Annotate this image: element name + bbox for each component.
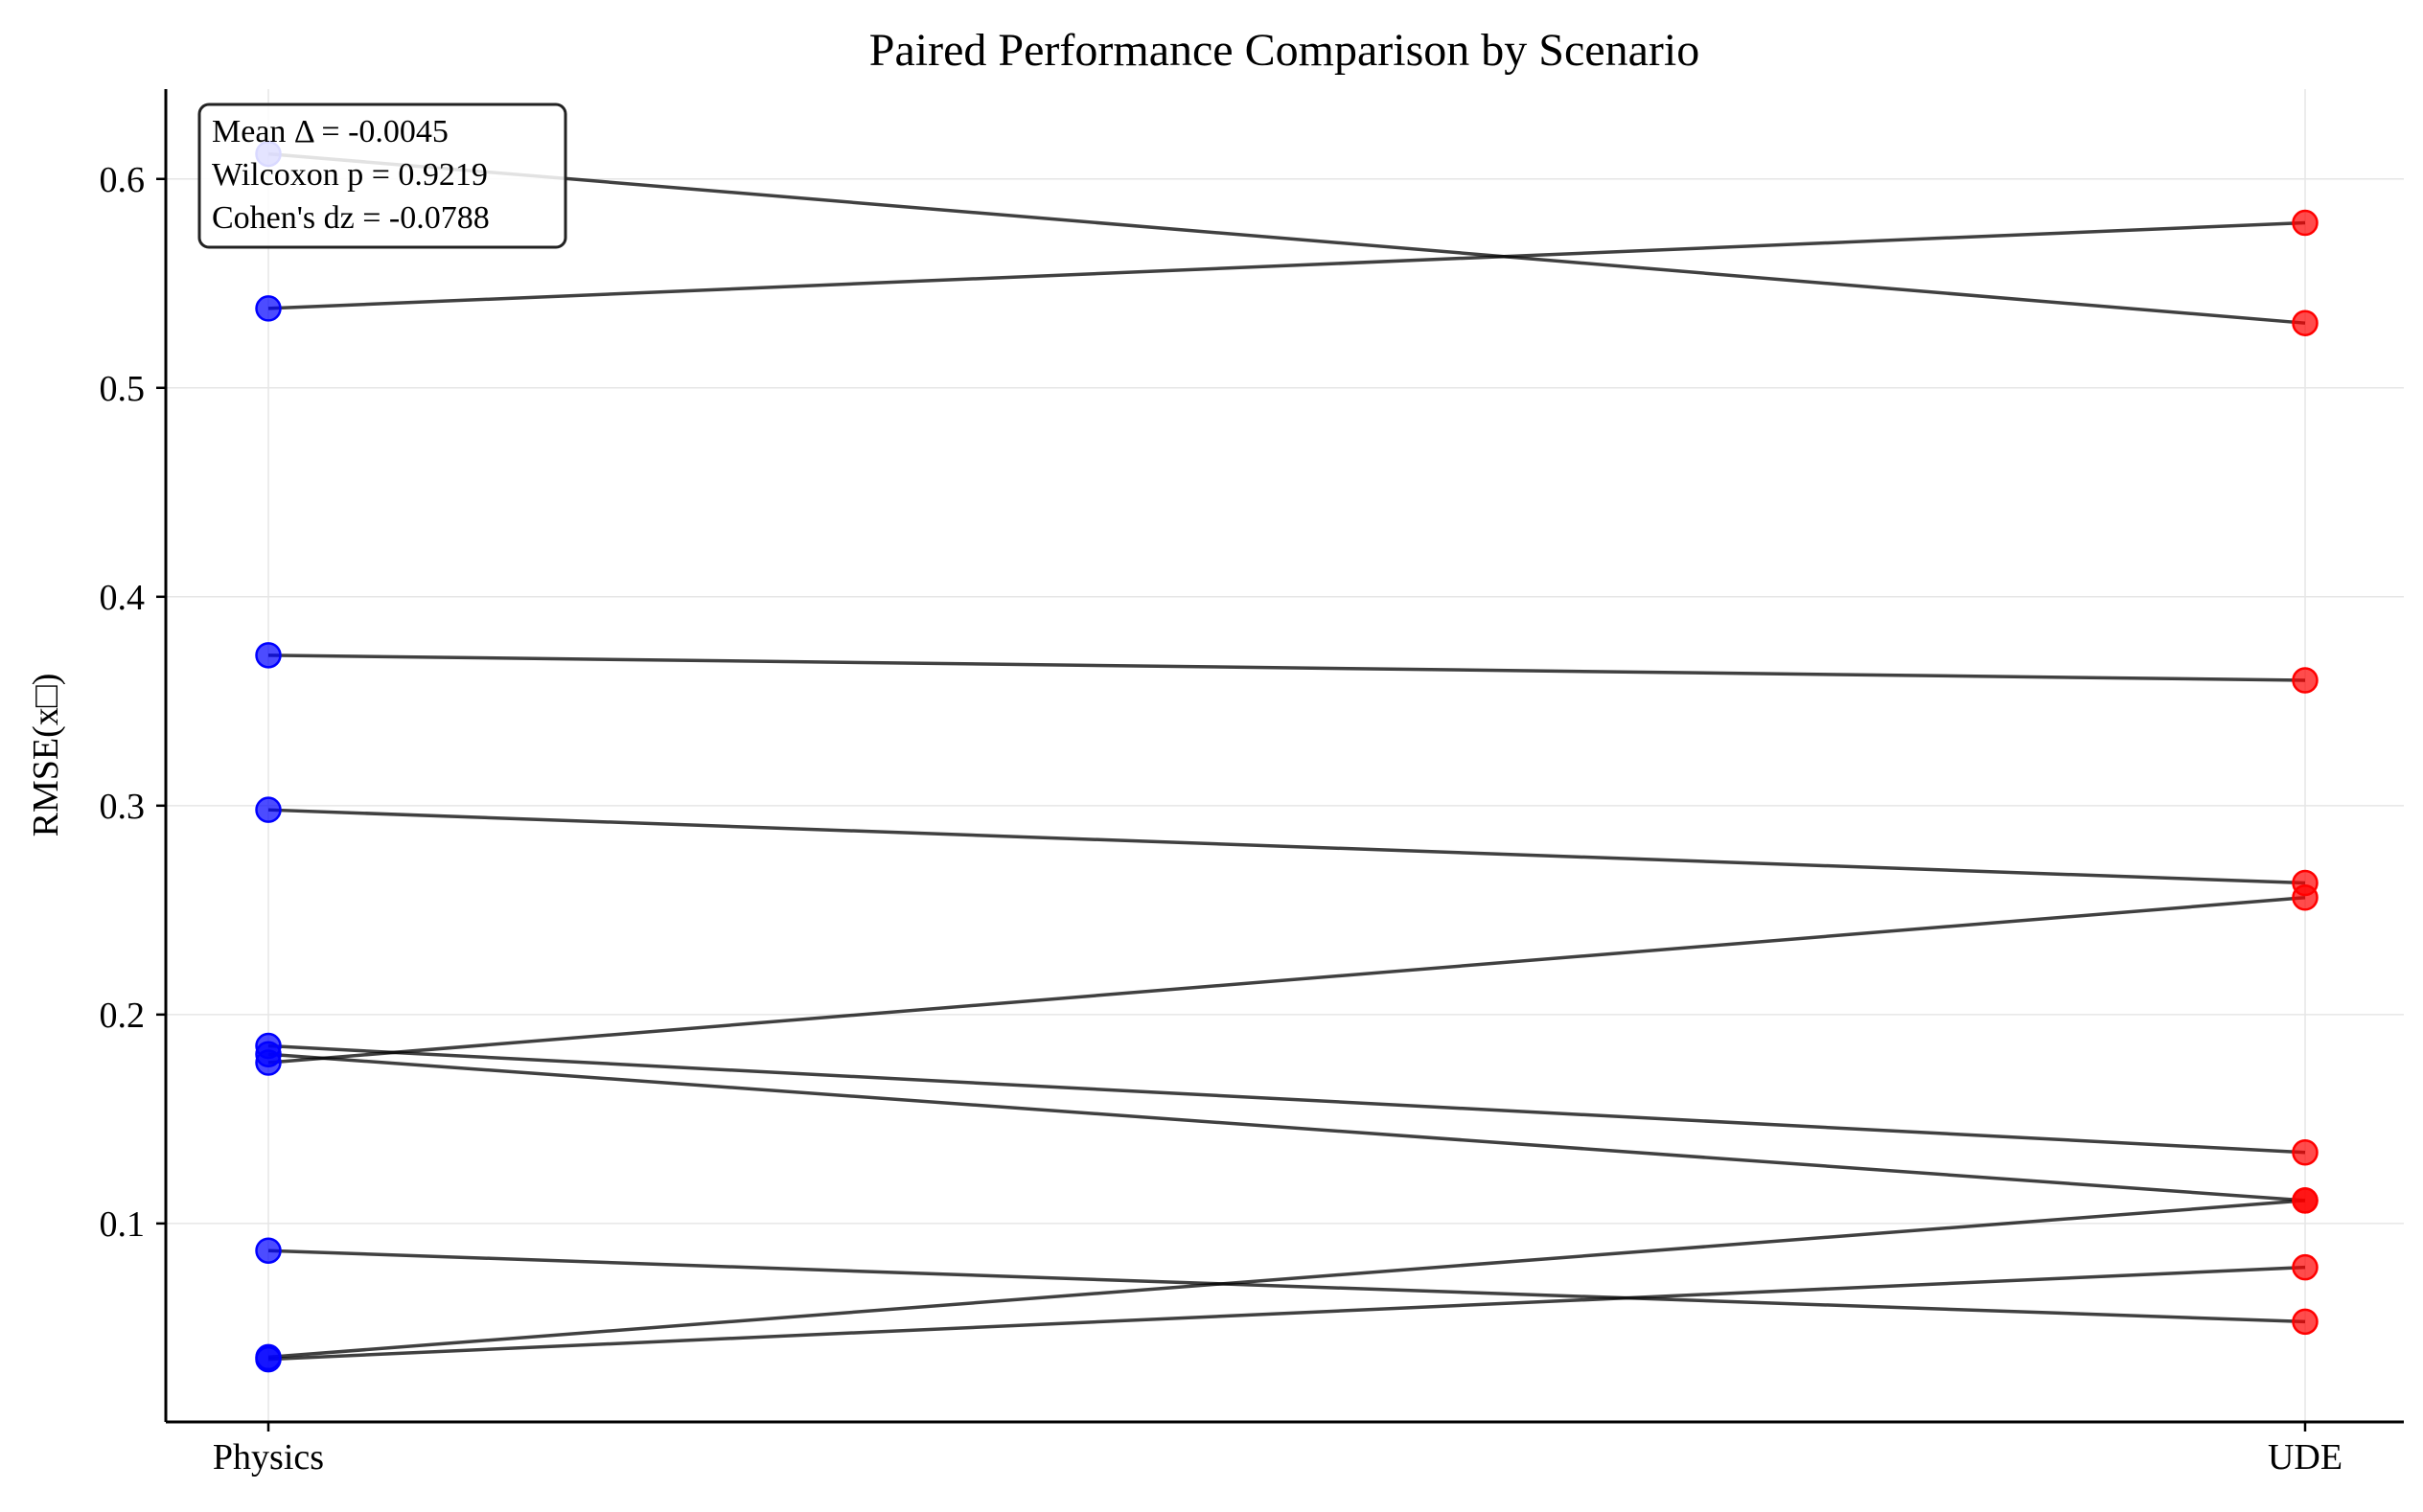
- y-tick-label: 0.2: [100, 996, 146, 1036]
- ude-point: [2292, 667, 2319, 694]
- stats-box-frame: [197, 103, 567, 249]
- pair-line: [267, 1199, 2306, 1360]
- physics-point: [255, 295, 282, 322]
- grid: [166, 89, 2404, 1422]
- physics-point: [255, 1345, 282, 1373]
- y-tick-label: 0.3: [100, 787, 146, 827]
- pair-line: [267, 653, 2306, 682]
- chart-title: Paired Performance Comparison by Scenari…: [869, 25, 1699, 76]
- y-axis: 0.1 0.2 0.3 0.4 0.5 0.6: [100, 160, 166, 1245]
- pair-line: [267, 896, 2306, 1065]
- ude-point: [2292, 1187, 2319, 1214]
- y-tick-label: 0.5: [100, 369, 146, 409]
- physics-point: [255, 796, 282, 823]
- ude-point: [2292, 1253, 2319, 1281]
- physics-point: [255, 1049, 282, 1076]
- pair-line: [267, 1043, 2306, 1155]
- y-tick-label: 0.4: [100, 578, 146, 618]
- x-tick-label-physics: Physics: [213, 1437, 324, 1478]
- pair-line: [267, 1265, 2306, 1362]
- physics-point: [255, 1237, 282, 1264]
- x-tick-label-ude: UDE: [2268, 1437, 2342, 1478]
- stats-cohens-dz: Cohen's dz = -0.0788: [212, 200, 490, 236]
- ude-point: [2292, 1308, 2319, 1336]
- pair-line: [267, 1249, 2306, 1324]
- y-tick-label: 0.6: [100, 160, 146, 200]
- paired-lines: [267, 151, 2306, 1362]
- ude-point: [2292, 309, 2319, 336]
- ude-point: [2292, 884, 2319, 911]
- pair-line: [267, 151, 2306, 325]
- pair-line: [267, 220, 2306, 310]
- stats-box: Mean Δ = -0.0045 Wilcoxon p = 0.9219 Coh…: [197, 103, 567, 249]
- pair-line: [267, 1052, 2306, 1203]
- y-tick-label: 0.1: [100, 1204, 146, 1245]
- ude-point: [2292, 209, 2319, 237]
- pair-line: [267, 808, 2306, 885]
- x-axis: Physics UDE: [213, 1422, 2342, 1478]
- ude-point: [2292, 1138, 2319, 1166]
- data-points: [255, 140, 2319, 1373]
- physics-point: [255, 642, 282, 669]
- stats-mean-delta: Mean Δ = -0.0045: [212, 114, 449, 149]
- y-axis-label: RMSE(x□): [26, 674, 66, 837]
- stats-wilcoxon-p: Wilcoxon p = 0.9219: [212, 157, 488, 193]
